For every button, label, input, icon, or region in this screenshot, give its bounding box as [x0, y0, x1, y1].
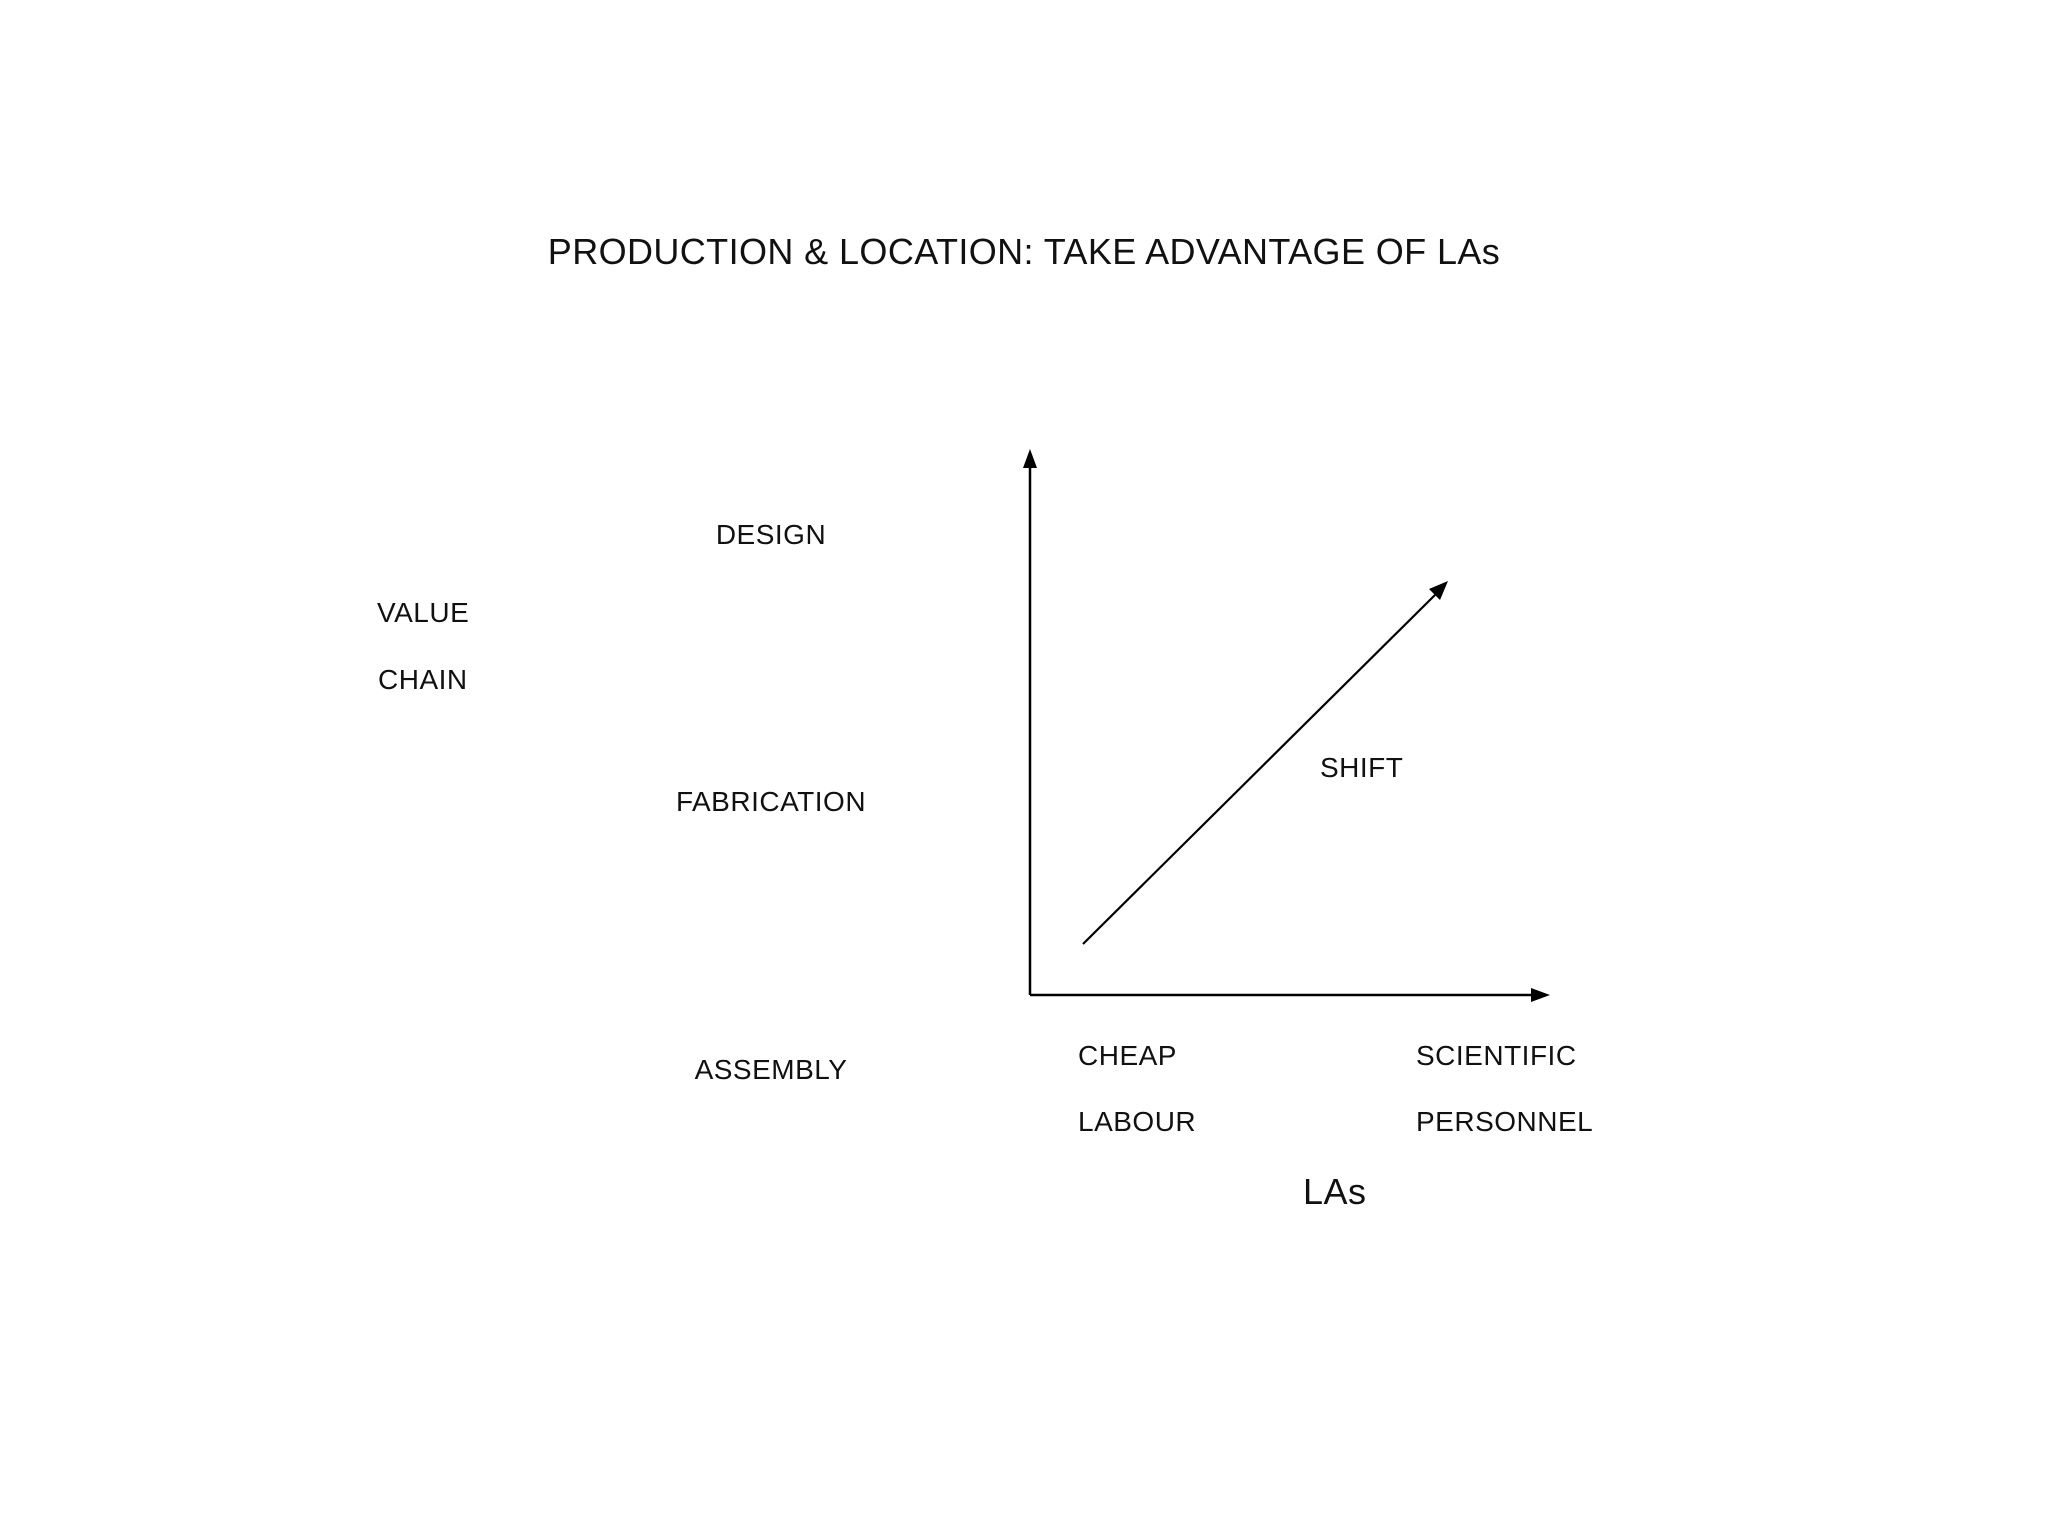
value-chain-label-line1: VALUE	[377, 597, 470, 628]
stage-assembly-label: ASSEMBLY	[694, 1054, 848, 1085]
y-axis-arrowhead	[1023, 449, 1037, 468]
shift-arrowhead	[1429, 581, 1448, 600]
stage-fabrication-label: FABRICATION	[675, 786, 867, 817]
x-axis-left-label-line2: LABOUR	[1078, 1106, 1197, 1137]
x-axis-right-label-line1: SCIENTIFIC	[1416, 1040, 1577, 1071]
x-axis-left-label-line1: CHEAP	[1078, 1040, 1177, 1071]
value-chain-label-line2: CHAIN	[378, 664, 468, 695]
x-axis-right-label-line2: PERSONNEL	[1416, 1106, 1594, 1137]
stage-design-label: DESIGN	[715, 519, 827, 550]
x-axis-arrowhead	[1531, 988, 1550, 1002]
shift-arrow-line	[1082, 591, 1439, 945]
diagram-title: PRODUCTION & LOCATION: TAKE ADVANTAGE OF…	[547, 231, 1501, 272]
x-axis-title: LAs	[1303, 1171, 1367, 1212]
shift-label: SHIFT	[1320, 752, 1404, 783]
